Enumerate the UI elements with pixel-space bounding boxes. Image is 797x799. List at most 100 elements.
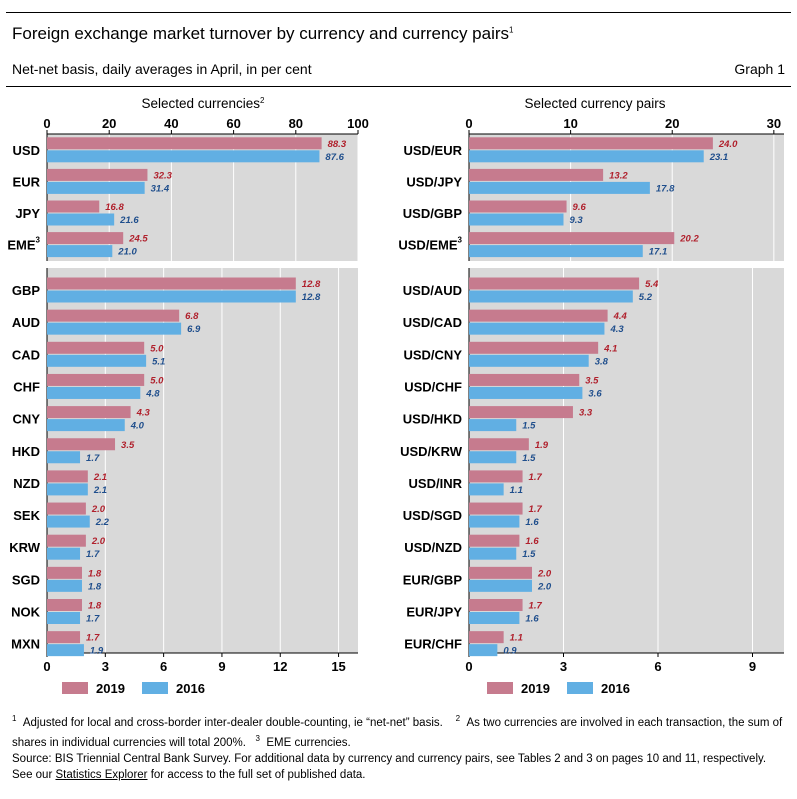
bar-2019 — [47, 309, 180, 322]
bar-2016 — [47, 290, 296, 303]
header-rule — [6, 86, 791, 87]
tick-label: 100 — [347, 116, 369, 131]
page-title-text: Foreign exchange market turnover by curr… — [12, 24, 510, 43]
data-label-2016: 3.6 — [588, 388, 602, 399]
data-label-2016: 2.0 — [537, 581, 552, 592]
tick-label: 0 — [465, 659, 472, 674]
bar-2016 — [469, 354, 589, 367]
data-label-2019: 2.1 — [93, 472, 107, 483]
bar-2016 — [47, 386, 141, 399]
bar-2016 — [469, 419, 517, 432]
tick-label: 20 — [665, 116, 679, 131]
data-label-2019: 24.5 — [128, 234, 148, 245]
bar-2019 — [47, 502, 86, 515]
bar-2016 — [469, 547, 517, 560]
bar-2016 — [47, 547, 81, 560]
category-label: AUD — [12, 315, 40, 330]
bar-2019 — [47, 232, 124, 245]
bar-2019 — [47, 470, 88, 483]
bar-2016 — [47, 213, 115, 226]
legend-swatch-2016 — [142, 682, 168, 694]
footnote-3: EME currencies. — [266, 736, 351, 749]
data-label-2019: 9.6 — [573, 202, 587, 213]
bar-2016 — [47, 451, 81, 464]
category-label: MXN — [11, 637, 40, 652]
category-label: USD/CHF — [404, 379, 462, 394]
category-label: USD/SGD — [403, 508, 462, 523]
bar-2016 — [469, 213, 564, 226]
tick-label: 6 — [160, 659, 167, 674]
category-label-sup: 3 — [36, 236, 41, 245]
data-label-2019: 1.7 — [529, 601, 543, 612]
category-label: EUR/GBP — [403, 572, 463, 587]
statistics-explorer-link[interactable]: Statistics Explorer — [55, 769, 148, 781]
bar-2019 — [47, 438, 116, 451]
tick-label: 10 — [563, 116, 577, 131]
data-label-2019: 6.8 — [185, 311, 199, 322]
bar-2016 — [47, 181, 145, 194]
data-label-2016: 4.3 — [609, 324, 624, 335]
bar-2019 — [47, 631, 81, 644]
tick-label: 9 — [749, 659, 756, 674]
bar-2019 — [469, 232, 675, 245]
data-label-2016: 23.1 — [709, 152, 729, 163]
category-label: USD/KRW — [400, 444, 463, 459]
data-label-2019: 1.8 — [88, 601, 102, 612]
data-label-2019: 2.0 — [91, 504, 106, 515]
data-label-2016: 2.1 — [93, 485, 107, 496]
data-label-2019: 4.3 — [136, 408, 151, 419]
data-label-2019: 4.4 — [613, 311, 628, 322]
bar-2016 — [469, 644, 498, 657]
data-label-2016: 1.6 — [525, 614, 539, 625]
bar-2019 — [469, 341, 599, 354]
data-label-2019: 20.2 — [679, 234, 699, 245]
data-label-2016: 1.7 — [86, 453, 100, 464]
bar-2019 — [469, 373, 580, 386]
tick-label: 40 — [164, 116, 178, 131]
tick-label: 60 — [226, 116, 240, 131]
data-label-2016: 3.8 — [595, 356, 609, 367]
bar-2016 — [469, 386, 583, 399]
tick-label: 0 — [43, 116, 50, 131]
tick-label: 15 — [331, 659, 345, 674]
data-label-2016: 17.1 — [649, 247, 668, 258]
category-label-sup: 3 — [458, 236, 463, 245]
data-label-2016: 1.5 — [522, 549, 536, 560]
title-footnote-mark: 1 — [509, 25, 514, 35]
tick-label: 0 — [43, 659, 50, 674]
category-label: CAD — [12, 347, 40, 362]
bar-2016 — [47, 322, 182, 335]
category-label: USD/INR — [409, 476, 463, 491]
source-note: Source: BIS Triennial Central Bank Surve… — [12, 751, 784, 783]
tick-label: 12 — [273, 659, 287, 674]
chart-title-sup: 2 — [260, 96, 265, 105]
bar-2019 — [469, 470, 523, 483]
tick-label: 20 — [102, 116, 116, 131]
data-label-2019: 1.7 — [86, 633, 100, 644]
data-label-2016: 5.2 — [639, 292, 653, 303]
category-label: SEK — [13, 508, 40, 523]
data-label-2016: 4.0 — [130, 421, 145, 432]
bar-2016 — [47, 644, 84, 657]
data-label-2016: 0.9 — [503, 646, 517, 657]
category-label: USD/CNY — [403, 347, 462, 362]
data-label-2016: 1.5 — [522, 421, 536, 432]
data-label-2019: 1.9 — [535, 440, 549, 451]
category-label: USD/CAD — [403, 315, 462, 330]
bar-2016 — [47, 150, 320, 163]
bar-2016 — [469, 612, 520, 624]
legend-swatch-2016 — [567, 682, 593, 694]
bar-2019 — [47, 341, 145, 354]
bar-2019 — [47, 566, 82, 579]
category-label: USD/EUR — [403, 143, 462, 158]
footnotes: 1 Adjusted for local and cross-border in… — [12, 711, 784, 751]
category-label: USD/GBP — [403, 206, 463, 221]
data-label-2019: 32.3 — [153, 170, 172, 181]
footnote-3-mark: 3 — [255, 733, 260, 743]
tick-label: 3 — [560, 659, 567, 674]
bar-2019 — [469, 566, 532, 579]
source-text: Source: BIS Triennial Central Bank Surve… — [12, 753, 767, 781]
category-label: GBP — [12, 283, 41, 298]
bar-2019 — [47, 200, 100, 213]
legend-label-2016: 2016 — [601, 681, 630, 696]
